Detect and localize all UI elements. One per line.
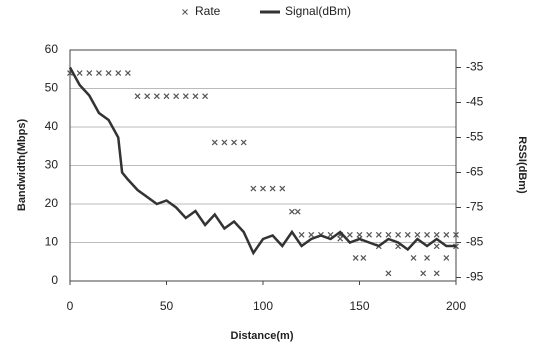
rate-point [385, 270, 392, 277]
rate-point [163, 93, 170, 100]
rate-point [134, 93, 141, 100]
rate-point [414, 231, 421, 238]
rate-point [221, 139, 228, 146]
rate-point [211, 139, 218, 146]
rate-point [173, 93, 180, 100]
rate-point [433, 270, 440, 277]
y-axis-label: Bandwidth(Mbps) [16, 119, 28, 212]
rate-point [269, 185, 276, 192]
rate-point [433, 243, 440, 250]
y2-tick-label: -55 [466, 130, 484, 144]
rate-point [337, 235, 344, 242]
rate-point [385, 231, 392, 238]
y-tick-label: 40 [45, 119, 59, 133]
rate-point [366, 231, 373, 238]
rate-point [424, 231, 430, 238]
rate-point [443, 231, 450, 238]
y-tick-label: 20 [45, 196, 59, 210]
y2-tick-label: -65 [466, 165, 484, 179]
rate-point [144, 93, 151, 100]
rate-point [250, 185, 257, 192]
rate-point [424, 254, 430, 261]
rate-point [182, 93, 189, 100]
rate-point [289, 208, 295, 215]
rate-point [308, 231, 315, 238]
rate-point [404, 231, 411, 238]
rate-point [231, 139, 237, 146]
x-tick-label: 100 [253, 299, 273, 313]
rate-point [352, 254, 359, 261]
y2-tick-label: -35 [466, 60, 484, 74]
y-tick-label: 50 [45, 81, 59, 95]
rate-point [192, 93, 199, 100]
y-tick-label: 60 [45, 42, 59, 56]
rate-point [86, 70, 93, 77]
x-tick-label: 0 [67, 299, 74, 313]
plot-frame [69, 49, 457, 282]
rate-point [375, 231, 382, 238]
rate-point [153, 93, 160, 100]
rate-point [443, 254, 450, 261]
rate-point [294, 208, 301, 215]
rate-point [433, 231, 440, 238]
x-tick-label: 150 [349, 299, 369, 313]
rate-point [96, 70, 102, 77]
rate-point [279, 185, 286, 192]
rate-point [124, 70, 131, 77]
y2-tick-label: -85 [466, 235, 484, 249]
legend-label: Rate [195, 4, 221, 18]
legend-marker [182, 9, 188, 15]
rate-point [395, 231, 402, 238]
signal-line [68, 66, 456, 256]
x-tick-label: 50 [160, 299, 174, 313]
y2-tick-label: -75 [466, 200, 484, 214]
rate-point [410, 254, 417, 261]
y-tick-label: 0 [51, 273, 58, 287]
rate-point [105, 70, 112, 77]
rate-point [298, 231, 305, 238]
legend-label: Signal(dBm) [285, 4, 351, 18]
x-axis-label: Distance(m) [231, 330, 294, 342]
rate-point [240, 139, 247, 146]
rate-point [346, 231, 353, 238]
rate-point [202, 93, 209, 100]
y2-tick-label: -45 [466, 95, 484, 109]
rate-point [453, 231, 459, 238]
y-tick-label: 30 [45, 158, 59, 172]
y-tick-label: 10 [45, 235, 59, 249]
y2-tick-label: -95 [466, 270, 484, 284]
rate-point [420, 270, 427, 277]
rate-point [260, 185, 266, 192]
rate-point [115, 70, 122, 77]
rate-point [76, 70, 83, 77]
y2-axis-label: RSSI(dBm) [516, 136, 528, 194]
x-tick-label: 200 [446, 299, 466, 313]
rate-point [360, 254, 367, 261]
